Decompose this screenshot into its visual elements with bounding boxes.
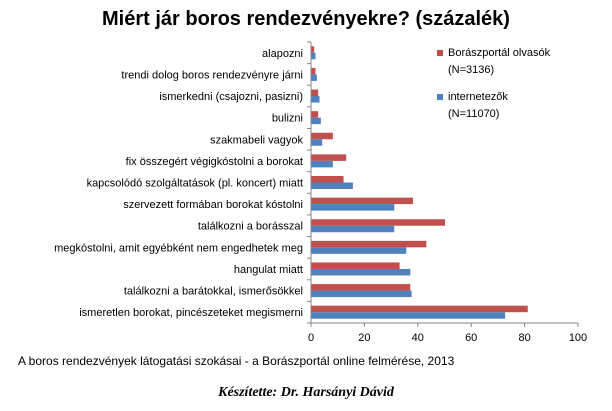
bar-internetezok xyxy=(311,182,353,189)
source-note: A boros rendezvények látogatási szokásai… xyxy=(18,354,455,368)
x-tick-label: 20 xyxy=(358,332,370,344)
author-credit: Készítette: Dr. Harsányi Dávid xyxy=(218,385,394,400)
category-label: ismerkedni (csajozni, pasizni) xyxy=(159,91,303,103)
x-tick-label: 80 xyxy=(518,332,530,344)
bar-boraszportal xyxy=(311,176,344,183)
category-label: bulizni xyxy=(272,113,303,125)
category-label: fix összegért végigkóstolni a borokat xyxy=(126,156,303,168)
bar-boraszportal xyxy=(311,89,319,97)
bar-boraszportal xyxy=(311,284,411,291)
bar-internetezok xyxy=(311,290,412,298)
category-label: találkozni a barátokkal, ismerősökkel xyxy=(124,286,303,298)
x-tick-label: 0 xyxy=(308,332,314,344)
bar-internetezok xyxy=(311,96,320,103)
category-label: alapozni xyxy=(262,48,303,60)
category-label: szakmabeli vagyok xyxy=(210,134,303,146)
bar-internetezok xyxy=(311,247,407,254)
bar-internetezok xyxy=(311,74,317,81)
bar-internetezok xyxy=(311,160,333,168)
bar-boraszportal xyxy=(311,46,315,53)
bar-boraszportal xyxy=(311,240,427,248)
legend: Borászportál olvasók (N=3136) internetezők… xyxy=(437,47,551,120)
legend-swatch xyxy=(437,94,443,100)
axes-layer xyxy=(307,41,579,327)
bar-internetezok xyxy=(311,139,323,146)
chart-title: Miért jár boros rendezvényekre? (százalé… xyxy=(102,8,510,30)
bar-boraszportal xyxy=(311,197,413,205)
category-labels: alapozni trendi dolog boros rendezvényre … xyxy=(54,48,303,319)
bar-internetezok xyxy=(311,225,395,233)
category-label: kapcsolódó szolgáltatások (pl. koncert) … xyxy=(87,178,303,190)
bar-internetezok xyxy=(311,312,506,319)
category-label: trendi dolog boros rendezvényre járni xyxy=(121,69,303,81)
bar-boraszportal xyxy=(311,219,445,226)
bar-boraszportal xyxy=(311,305,528,313)
bar-boraszportal xyxy=(311,132,333,140)
category-label: megkóstolni, amit egyébként nem engedhet… xyxy=(54,242,303,254)
tick-labels: 0 20 40 60 80 100 xyxy=(308,332,587,344)
legend-swatch xyxy=(437,50,443,56)
bar-chart: alapozni trendi dolog boros rendezvényre … xyxy=(54,41,587,344)
bar-boraszportal xyxy=(311,262,400,269)
legend-label: (N=3136) xyxy=(448,64,494,76)
legend-label: internetezők xyxy=(448,91,508,103)
legend-label: (N=11070) xyxy=(448,108,499,120)
x-tick-label: 60 xyxy=(465,332,477,344)
bar-internetezok xyxy=(311,204,395,211)
bar-boraszportal xyxy=(311,67,316,75)
bar-internetezok xyxy=(311,117,321,125)
legend-label: Borászportál olvasók xyxy=(448,47,551,59)
category-label: találkozni a borásszal xyxy=(198,221,303,233)
category-label: hangulat miatt xyxy=(234,264,303,276)
bar-internetezok xyxy=(311,52,316,60)
category-label: szervezett formában borokat kóstolni xyxy=(123,199,303,211)
category-label: ismeretlen borokat, pincészeteket megism… xyxy=(79,307,303,319)
x-tick-label: 40 xyxy=(412,332,424,344)
bar-internetezok xyxy=(311,268,411,276)
bars-layer xyxy=(311,46,528,319)
bar-boraszportal xyxy=(311,154,347,161)
x-tick-label: 100 xyxy=(569,332,587,344)
bar-boraszportal xyxy=(311,111,319,118)
